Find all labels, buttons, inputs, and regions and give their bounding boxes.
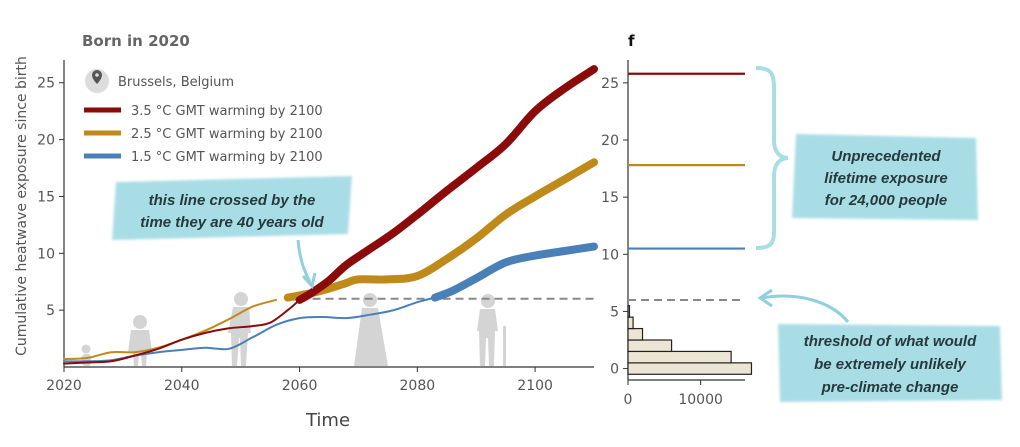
histogram-bar (627, 350, 732, 364)
x-tick-label: 2040 (164, 378, 200, 394)
histogram-bars (627, 305, 753, 375)
x-axis-ticks: 2020 2040 2060 2080 2100 (46, 367, 553, 394)
threshold-line2: be extremely unlikely (814, 356, 966, 373)
legend: Brussels, Belgium 3.5 °C GMT warming by … (84, 69, 323, 165)
x-tick-label: 2060 (282, 378, 318, 394)
histogram-bar (627, 316, 634, 330)
hist-y-tick-label: 15 (601, 190, 619, 206)
threshold-line1: threshold of what would (804, 333, 977, 350)
crossed-callout: this line crossed by the time they are 4… (112, 176, 352, 290)
legend-label: 1.5 °C GMT warming by 2100 (131, 150, 323, 165)
crossed-callout-line1: this line crossed by the (149, 192, 316, 209)
hist-y-tick-label: 20 (601, 133, 619, 149)
hist-y-tick-label: 5 (610, 304, 619, 320)
elder-silhouette (477, 294, 506, 366)
x-tick-label: 2020 (46, 378, 82, 394)
crossed-callout-line2: time they are 40 years old (140, 214, 324, 231)
chart-title: Born in 2020 (82, 32, 190, 50)
hist-x-tick-label: 10000 (678, 392, 723, 408)
unprecedented-line2: lifetime exposure (824, 170, 947, 187)
location-label: Brussels, Belgium (118, 75, 234, 90)
legend-label: 2.5 °C GMT warming by 2100 (131, 127, 323, 142)
hist-y-tick-label: 25 (601, 76, 619, 92)
series-line-bold (295, 65, 598, 304)
teen-silhouette (228, 292, 251, 366)
unprecedented-callout: Unprecedented lifetime exposure for 24,0… (792, 134, 978, 220)
histogram-bar (627, 305, 631, 318)
x-tick-label: 2100 (517, 378, 553, 394)
y-axis-ticks: 5 10 15 20 25 (37, 76, 64, 319)
legend-items: 3.5 °C GMT warming by 2100 2.5 °C GMT war… (84, 104, 323, 165)
age-silhouettes (81, 292, 506, 366)
histogram-bar (627, 339, 673, 353)
y-tick-label: 20 (37, 133, 55, 149)
hist-y-axis-ticks: 0 5 10 15 20 25 (601, 76, 628, 378)
x-tick-label: 2080 (400, 378, 436, 394)
y-tick-label: 15 (37, 189, 55, 205)
histogram-bar (627, 362, 753, 375)
y-axis-label: Cumulative heatwave exposure since birth (14, 56, 30, 356)
x-axis-label: Time (305, 410, 350, 431)
hist-x-axis-ticks: 0 10000 (624, 380, 723, 408)
hist-y-tick-label: 0 (610, 362, 619, 378)
hist-x-tick-label: 0 (624, 392, 633, 408)
series-line-bold (431, 242, 598, 302)
panel-label: f (628, 32, 635, 50)
threshold-arrow (761, 294, 850, 323)
y-tick-label: 5 (46, 303, 55, 319)
unprecedented-line3: for 24,000 people (825, 192, 948, 209)
reference-lines (628, 72, 745, 250)
hist-y-tick-label: 10 (601, 247, 619, 263)
threshold-line3: pre-climate change (821, 379, 959, 396)
child-silhouette (128, 315, 152, 366)
series-line-thin (63, 298, 301, 365)
series-lines (63, 65, 598, 365)
y-tick-label: 10 (37, 246, 55, 262)
unprecedented-line1: Unprecedented (831, 148, 941, 165)
main-chart: Born in 2020 Cumulative heatwave exposur… (14, 32, 598, 431)
legend-label: 3.5 °C GMT warming by 2100 (131, 104, 323, 119)
histogram-bar (627, 327, 644, 341)
threshold-callout: threshold of what would be extremely unl… (757, 288, 1002, 402)
location-pin-icon (85, 69, 109, 93)
adult-silhouette (354, 293, 388, 366)
crossed-arrow (296, 239, 312, 283)
histogram-panel: f 0 5 10 15 20 25 0 10000 Unprecedented lifeti… (601, 32, 1002, 408)
brace (755, 66, 789, 250)
y-tick-label: 25 (37, 76, 55, 92)
